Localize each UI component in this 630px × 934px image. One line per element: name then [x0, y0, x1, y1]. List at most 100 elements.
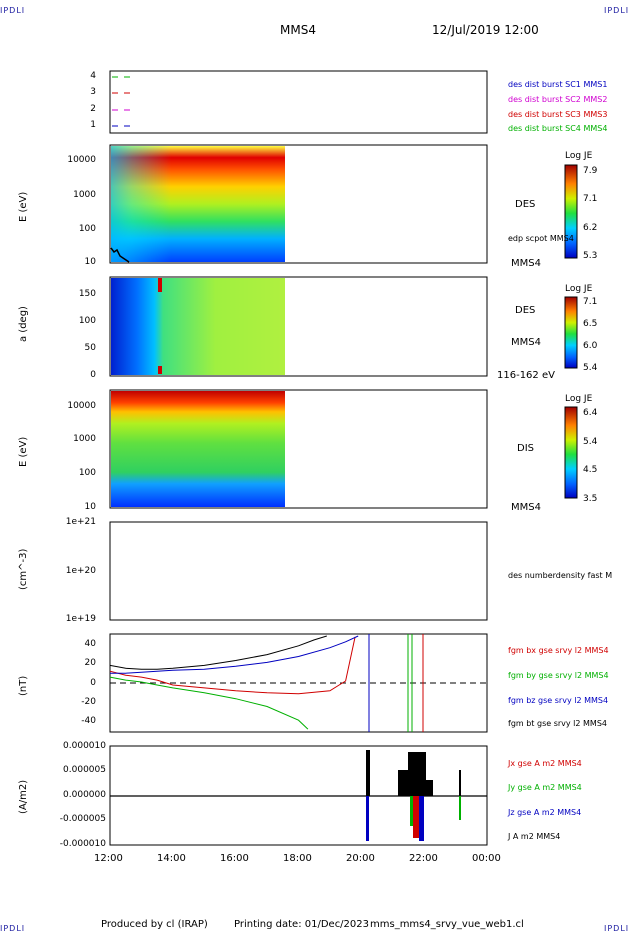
- availability-marks: [112, 76, 130, 127]
- current-bursts: [366, 750, 461, 841]
- ytick-disE-1000: 1000: [73, 434, 96, 444]
- ylabel-density: (cm^-3): [18, 548, 29, 590]
- ytick-dens-1e20: 1e+20: [65, 566, 96, 576]
- ytick-avail-3: 3: [90, 87, 96, 97]
- cb2-tick-2: 6.0: [583, 341, 598, 351]
- ytick-pitch-50: 50: [84, 343, 96, 353]
- ytick-disE-10: 10: [84, 502, 96, 512]
- scpot-label: edp scpot MMS4: [508, 234, 574, 243]
- des-pitch-panel-frame: [109, 276, 488, 377]
- ytick-j-m5e-6: -0.000005: [59, 814, 106, 824]
- bfield-line-by: [109, 676, 309, 730]
- legend-jz: Jz gse A m2 MMS4: [508, 808, 582, 817]
- xtick-1200: 12:00: [94, 853, 123, 864]
- dis-energy-panel-frame: [109, 389, 488, 509]
- colorbar-des-pitch: [564, 296, 578, 369]
- legend-mms3: des dist burst SC3 MMS3: [508, 110, 608, 119]
- des-pitch-label: DES: [515, 305, 536, 316]
- dis-energy-spectrogram: [111, 391, 285, 507]
- ytick-avail-4: 4: [90, 71, 96, 81]
- footer-printing: Printing date: 01/Dec/2023: [234, 919, 370, 930]
- ytick-j-5e-6: 0.000005: [63, 765, 106, 775]
- xtick-1400: 14:00: [157, 853, 186, 864]
- legend-jx: Jx gse A m2 MMS4: [508, 759, 582, 768]
- pitch-hotspot-bottom: [158, 366, 162, 374]
- ytick-pitch-100: 100: [78, 316, 96, 326]
- ytick-j-0: 0.000000: [63, 790, 106, 800]
- scpot-trace: [110, 247, 130, 263]
- ytick-dens-1e21: 1e+21: [65, 517, 96, 527]
- ytick-j-1e-5: 0.000010: [63, 741, 106, 751]
- ytick-disE-10000: 10000: [67, 401, 96, 411]
- xtick-1800: 18:00: [283, 853, 312, 864]
- ytick-pitch-0: 0: [90, 370, 96, 380]
- ytick-desE-1000: 1000: [73, 190, 96, 200]
- des-energy-label: DES: [515, 199, 536, 210]
- cb2-tick-0: 7.1: [583, 297, 598, 307]
- xtick-2200: 22:00: [409, 853, 438, 864]
- colorbar-des-energy-title: Log JE: [565, 151, 593, 161]
- cb1-tick-0: 7.9: [583, 166, 598, 176]
- cb3-tick-0: 6.4: [583, 408, 598, 418]
- footer-produced: Produced by cl (IRAP): [101, 919, 208, 930]
- legend-j: J A m2 MMS4: [508, 832, 561, 841]
- ytick-avail-2: 2: [90, 104, 96, 114]
- ytick-pitch-150: 150: [78, 289, 96, 299]
- corner-mark-br: IPDLI: [604, 924, 630, 933]
- bfield-line-bz: [110, 635, 359, 674]
- legend-mms4: des dist burst SC4 MMS4: [508, 124, 608, 133]
- cb3-tick-1: 5.4: [583, 437, 598, 447]
- cb1-tick-2: 6.2: [583, 223, 598, 233]
- ytick-b-20: 20: [84, 658, 96, 668]
- des-energy-spectrogram-overlay: [111, 146, 171, 262]
- cb3-tick-2: 4.5: [583, 465, 598, 475]
- colorbar-dis-energy: [564, 406, 578, 499]
- density-panel-frame: [109, 521, 488, 621]
- legend-bt: fgm bt gse srvy l2 MMS4: [508, 719, 607, 728]
- ylabel-des-pitch: a (deg): [18, 306, 29, 342]
- des-energy-panel-frame: [109, 144, 488, 264]
- footer-file: mms_mms4_srvy_vue_web1.cl: [370, 919, 524, 930]
- ytick-desE-10000: 10000: [67, 155, 96, 165]
- date-time: 12/Jul/2019 12:00: [432, 23, 539, 37]
- cb2-tick-1: 6.5: [583, 319, 598, 329]
- xtick-2000: 20:00: [346, 853, 375, 864]
- cb2-tick-3: 5.4: [583, 363, 598, 373]
- dis-energy-label: DIS: [517, 443, 534, 454]
- xtick-0000: 00:00: [472, 853, 501, 864]
- legend-bz: fgm bz gse srvy l2 MMS4: [508, 696, 609, 705]
- ytick-b-m20: -20: [81, 697, 96, 707]
- bfield-series: [109, 635, 359, 730]
- ytick-b-m40: -40: [81, 716, 96, 726]
- ytick-dens-1e19: 1e+19: [65, 614, 96, 624]
- ylabel-bfield: (nT): [18, 675, 29, 696]
- ylabel-des-energy: E (eV): [18, 191, 29, 222]
- des-pitch-sublabel: MMS4: [511, 337, 541, 348]
- colorbar-dis-energy-title: Log JE: [565, 394, 593, 404]
- cb1-tick-3: 5.3: [583, 251, 598, 261]
- ytick-desE-10: 10: [84, 257, 96, 267]
- cb1-tick-1: 7.1: [583, 194, 598, 204]
- ytick-desE-100: 100: [78, 224, 96, 234]
- ytick-b-40: 40: [84, 639, 96, 649]
- availability-panel-frame: [109, 70, 488, 134]
- spacecraft-title: MMS4: [280, 23, 316, 37]
- ytick-b-0: 0: [90, 678, 96, 688]
- des-pitch-spectrogram: [111, 278, 285, 375]
- ytick-avail-1: 1: [90, 120, 96, 130]
- des-pitch-range: 116-162 eV: [497, 370, 555, 381]
- dis-energy-sublabel: MMS4: [511, 502, 541, 513]
- legend-bx: fgm bx gse srvy l2 MMS4: [508, 646, 609, 655]
- legend-by: fgm by gse srvy l2 MMS4: [508, 671, 609, 680]
- ytick-j-m1e-5: -0.000010: [59, 839, 106, 849]
- colorbar-des-energy: [564, 164, 578, 259]
- legend-mms1: des dist burst SC1 MMS1: [508, 80, 608, 89]
- pitch-hotspot-top: [158, 278, 162, 292]
- des-energy-sublabel: MMS4: [511, 258, 541, 269]
- ytick-disE-100: 100: [78, 468, 96, 478]
- corner-mark-tl: IPDLI: [0, 6, 26, 15]
- density-legend: des numberdensity fast M: [508, 571, 613, 580]
- corner-mark-tr: IPDLI: [604, 6, 630, 15]
- bfield-line-bt: [109, 635, 327, 670]
- legend-mms2: des dist burst SC2 MMS2: [508, 95, 608, 104]
